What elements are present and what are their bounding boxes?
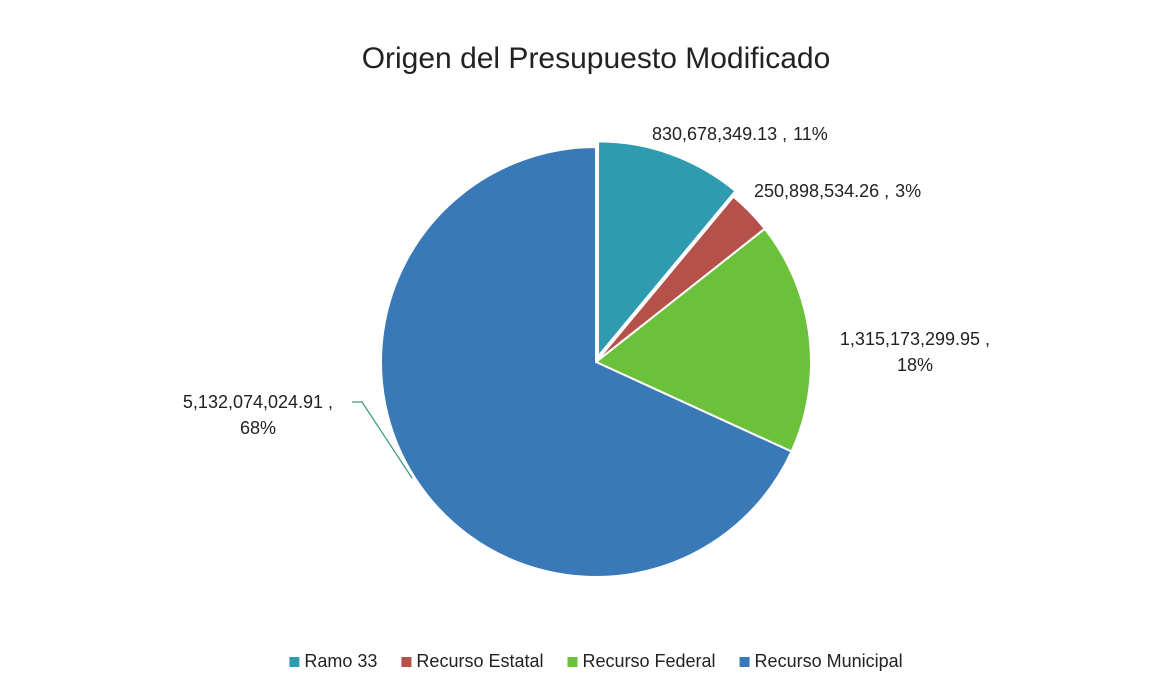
data-label: 830,678,349.13 , 11%: [652, 124, 828, 144]
data-label-value: 250,898,534.26 ,: [754, 181, 889, 201]
legend-swatch: [739, 657, 750, 667]
chart-title: Origen del Presupuesto Modificado: [362, 42, 831, 75]
data-label-value: 1,315,173,299.95 ,: [840, 329, 990, 349]
legend: Ramo 33 Recurso Estatal Recurso Federal Rec…: [289, 651, 903, 671]
data-label-percent: 68%: [240, 418, 276, 438]
pie-slice: [380, 145, 793, 578]
legend-swatch: [401, 657, 412, 667]
legend-label: Recurso Federal: [582, 651, 715, 671]
pie-slice: [597, 140, 737, 360]
data-label: 250,898,534.26 , 3%: [754, 181, 921, 201]
data-label-percent: 3%: [895, 181, 921, 201]
data-label-percent: 18%: [897, 355, 933, 375]
pie-slice: [594, 227, 812, 453]
legend-label: Ramo 33: [304, 651, 377, 671]
data-label-value: 5,132,074,024.91 ,: [183, 392, 333, 412]
legend-label: Recurso Municipal: [755, 651, 903, 671]
data-label: 5,132,074,024.91 , 68%: [183, 392, 333, 438]
legend-label: Recurso Estatal: [416, 651, 543, 671]
leader-line: [352, 401, 413, 479]
data-label: 1,315,173,299.95 , 18%: [840, 329, 990, 375]
legend-swatch: [289, 657, 300, 667]
data-label-value: 830,678,349.13 ,: [652, 124, 787, 144]
data-label-percent: 11%: [793, 124, 828, 144]
legend-swatch: [567, 657, 578, 667]
